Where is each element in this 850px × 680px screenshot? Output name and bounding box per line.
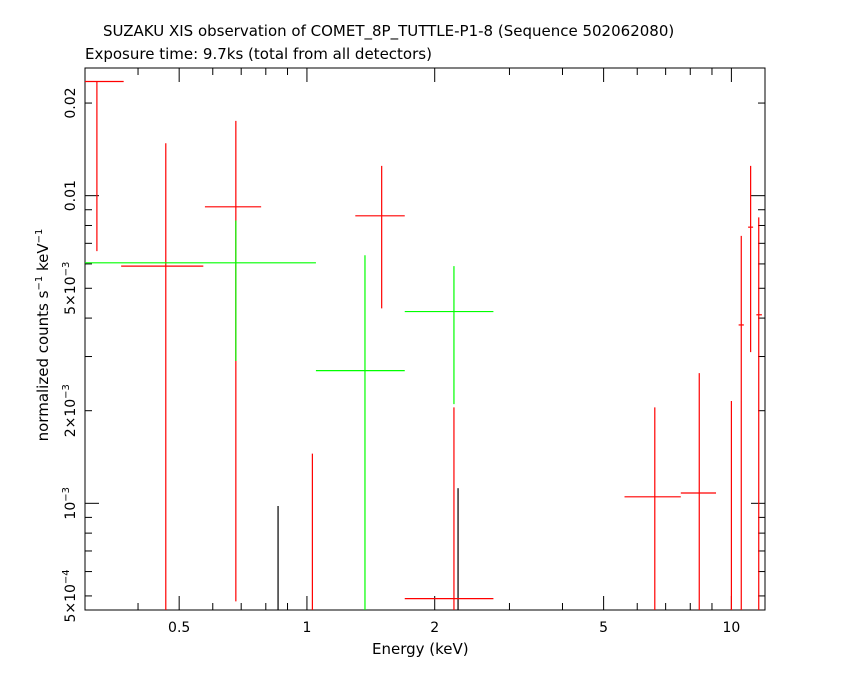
series-2: [85, 220, 494, 610]
y-axis-label: normalized counts s−1 keV−1: [34, 228, 52, 442]
data-marks: [85, 80, 762, 610]
x-tick-label: 2: [430, 620, 439, 636]
plot-frame: [84, 67, 766, 611]
series-1: [85, 80, 762, 610]
x-axis-label: Energy (keV): [372, 640, 469, 658]
y-tick-label: 0.02: [63, 87, 79, 118]
x-tick-label: 0.5: [168, 620, 190, 636]
series-0: [277, 488, 459, 610]
y-tick-label: 5×10−4: [61, 569, 79, 622]
chart-title: SUZAKU XIS observation of COMET_8P_TUTTL…: [103, 22, 675, 40]
chart-subtitle: Exposure time: 9.7ks (total from all det…: [85, 45, 432, 63]
y-tick-label: 5×10−3: [61, 262, 79, 315]
y-tick-label: 2×10−3: [61, 384, 79, 437]
axis-ticks: 0.5 1 2 5 10 5×10−4 10−3 2×10−3 5×10−3 0.01 0.02: [61, 68, 765, 636]
y-tick-label: 0.01: [63, 180, 79, 211]
x-tick-label: 5: [599, 620, 608, 636]
y-tick-label: 10−3: [61, 487, 79, 520]
x-tick-label: 10: [722, 620, 740, 636]
x-tick-label: 1: [302, 620, 311, 636]
